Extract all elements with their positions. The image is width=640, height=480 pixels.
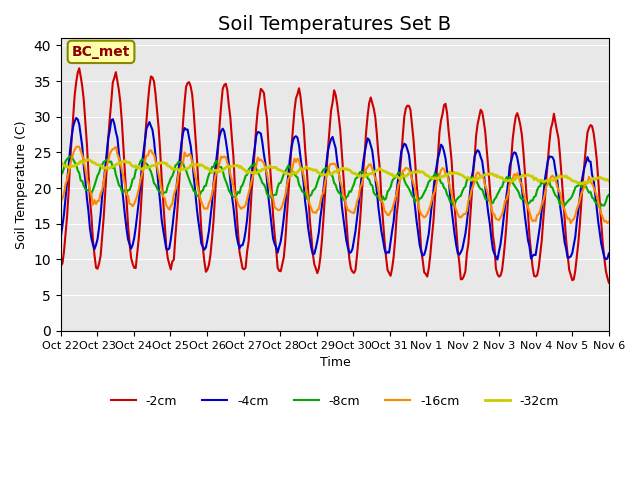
Line: -2cm: -2cm <box>61 68 609 283</box>
-16cm <box>57 199 65 204</box>
-32cm <box>125 159 133 165</box>
X-axis label: Time: Time <box>319 356 350 369</box>
-16cm <box>125 201 133 207</box>
-32cm <box>576 181 584 187</box>
-32cm <box>298 166 306 172</box>
-16cm <box>298 168 306 173</box>
-4cm <box>240 237 248 243</box>
-4cm <box>72 115 80 121</box>
-2cm <box>222 81 230 87</box>
Line: -32cm: -32cm <box>61 160 609 184</box>
-8cm <box>68 154 76 159</box>
-2cm <box>125 241 133 247</box>
-2cm <box>576 221 584 227</box>
-8cm <box>605 192 612 198</box>
-32cm <box>579 181 587 187</box>
-8cm <box>596 204 604 210</box>
-2cm <box>605 280 612 286</box>
Y-axis label: Soil Temperature (C): Soil Temperature (C) <box>15 120 28 249</box>
-2cm <box>298 109 306 115</box>
-4cm <box>250 156 257 162</box>
-2cm <box>250 170 257 176</box>
-2cm <box>57 263 65 268</box>
-16cm <box>74 144 81 149</box>
-8cm <box>222 178 230 184</box>
-4cm <box>125 241 133 247</box>
-16cm <box>222 154 230 160</box>
-16cm <box>567 220 575 226</box>
-32cm <box>240 167 248 172</box>
-8cm <box>576 180 584 185</box>
Line: -8cm: -8cm <box>61 156 609 207</box>
-16cm <box>577 191 585 196</box>
-4cm <box>57 234 65 240</box>
-4cm <box>605 251 612 256</box>
-32cm <box>250 170 257 176</box>
Text: BC_met: BC_met <box>72 45 130 59</box>
-2cm <box>76 65 83 71</box>
-32cm <box>84 157 92 163</box>
Legend: -2cm, -4cm, -8cm, -16cm, -32cm: -2cm, -4cm, -8cm, -16cm, -32cm <box>106 390 564 413</box>
-32cm <box>222 165 230 170</box>
-16cm <box>605 219 612 225</box>
-8cm <box>57 172 65 178</box>
-32cm <box>57 160 65 166</box>
-4cm <box>577 180 585 186</box>
Line: -4cm: -4cm <box>61 118 609 260</box>
-16cm <box>250 172 257 178</box>
-4cm <box>493 257 501 263</box>
-4cm <box>222 137 230 143</box>
-8cm <box>298 188 306 194</box>
-32cm <box>605 178 612 184</box>
Line: -16cm: -16cm <box>61 146 609 223</box>
-2cm <box>240 266 248 272</box>
-8cm <box>240 178 248 184</box>
-8cm <box>250 163 257 168</box>
-4cm <box>298 166 306 172</box>
-16cm <box>240 204 248 210</box>
Title: Soil Temperatures Set B: Soil Temperatures Set B <box>218 15 451 34</box>
-8cm <box>125 187 133 193</box>
